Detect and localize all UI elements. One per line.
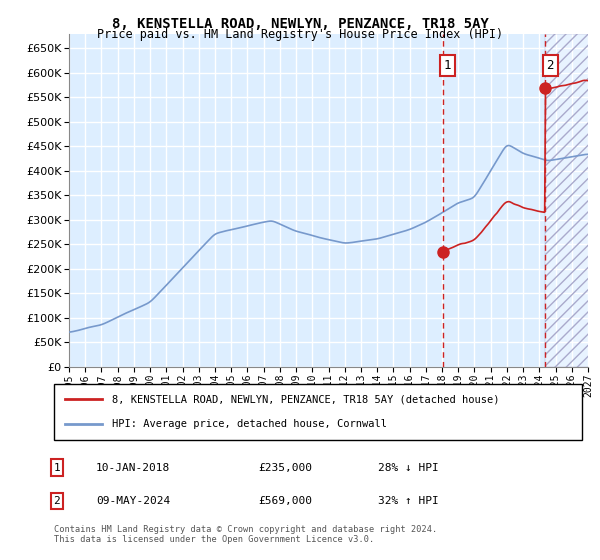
Text: 28% ↓ HPI: 28% ↓ HPI bbox=[378, 463, 439, 473]
Text: 10-JAN-2018: 10-JAN-2018 bbox=[96, 463, 170, 473]
Text: 09-MAY-2024: 09-MAY-2024 bbox=[96, 496, 170, 506]
Text: 8, KENSTELLA ROAD, NEWLYN, PENZANCE, TR18 5AY (detached house): 8, KENSTELLA ROAD, NEWLYN, PENZANCE, TR1… bbox=[112, 394, 500, 404]
Text: £569,000: £569,000 bbox=[258, 496, 312, 506]
Text: 32% ↑ HPI: 32% ↑ HPI bbox=[378, 496, 439, 506]
Text: 1: 1 bbox=[444, 59, 451, 72]
Text: 2: 2 bbox=[53, 496, 61, 506]
Text: Price paid vs. HM Land Registry's House Price Index (HPI): Price paid vs. HM Land Registry's House … bbox=[97, 28, 503, 41]
Text: 1: 1 bbox=[53, 463, 61, 473]
Text: HPI: Average price, detached house, Cornwall: HPI: Average price, detached house, Corn… bbox=[112, 419, 387, 429]
Text: 8, KENSTELLA ROAD, NEWLYN, PENZANCE, TR18 5AY: 8, KENSTELLA ROAD, NEWLYN, PENZANCE, TR1… bbox=[112, 17, 488, 31]
Bar bbox=[545, 34, 600, 367]
Text: 2: 2 bbox=[547, 59, 554, 72]
FancyBboxPatch shape bbox=[54, 384, 582, 440]
Bar bbox=[545, 34, 600, 367]
Text: Contains HM Land Registry data © Crown copyright and database right 2024.
This d: Contains HM Land Registry data © Crown c… bbox=[54, 525, 437, 544]
Text: £235,000: £235,000 bbox=[258, 463, 312, 473]
